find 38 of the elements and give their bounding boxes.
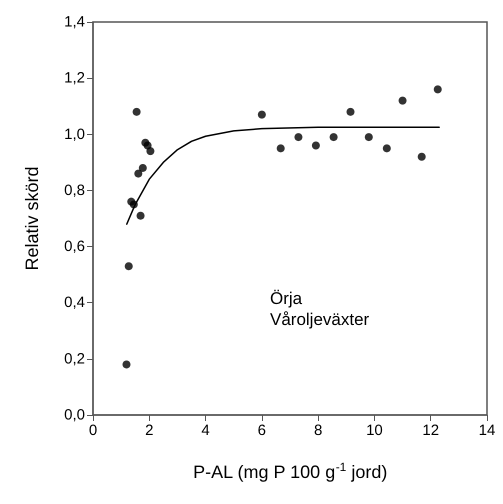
- y-tick-label: 1,4: [64, 14, 85, 30]
- y-tick-label: 0,0: [64, 406, 85, 424]
- point: [124, 262, 133, 270]
- point: [276, 144, 285, 152]
- point: [382, 144, 391, 152]
- x-tick-label: 4: [201, 422, 210, 439]
- point: [434, 85, 442, 94]
- point: [132, 108, 141, 116]
- point: [330, 133, 338, 142]
- point: [258, 110, 266, 119]
- x-tick-label: 14: [478, 422, 496, 439]
- point: [134, 170, 142, 178]
- point: [364, 133, 373, 142]
- point: [294, 133, 302, 142]
- line-series: [126, 126, 440, 225]
- point: [418, 152, 426, 161]
- point: [136, 212, 145, 220]
- y-tick-label: 0,2: [64, 350, 85, 368]
- point: [146, 147, 154, 156]
- y-axis-title: Relativ skörd: [22, 166, 42, 271]
- point: [122, 360, 130, 368]
- x-tick-label: 0: [88, 422, 98, 439]
- x-tick-label: 8: [314, 422, 322, 439]
- y-tick-label: 1,0: [64, 126, 85, 143]
- y-tick-label: 0,8: [64, 182, 85, 199]
- point: [398, 96, 407, 105]
- y-tick-label: 1,2: [64, 70, 85, 87]
- annotation: Örja: [270, 289, 303, 308]
- x-tick-label: 6: [258, 422, 266, 439]
- point: [138, 164, 147, 172]
- y-tick-label: 0,6: [64, 238, 85, 256]
- x-tick-label: 10: [366, 422, 383, 439]
- point: [312, 142, 320, 150]
- point: [346, 108, 355, 116]
- annotation: Våroljeväxter: [270, 310, 370, 329]
- x-tick-label: 2: [145, 422, 154, 439]
- x-tick-label: 12: [422, 422, 440, 439]
- y-tick-label: 0,4: [64, 294, 85, 312]
